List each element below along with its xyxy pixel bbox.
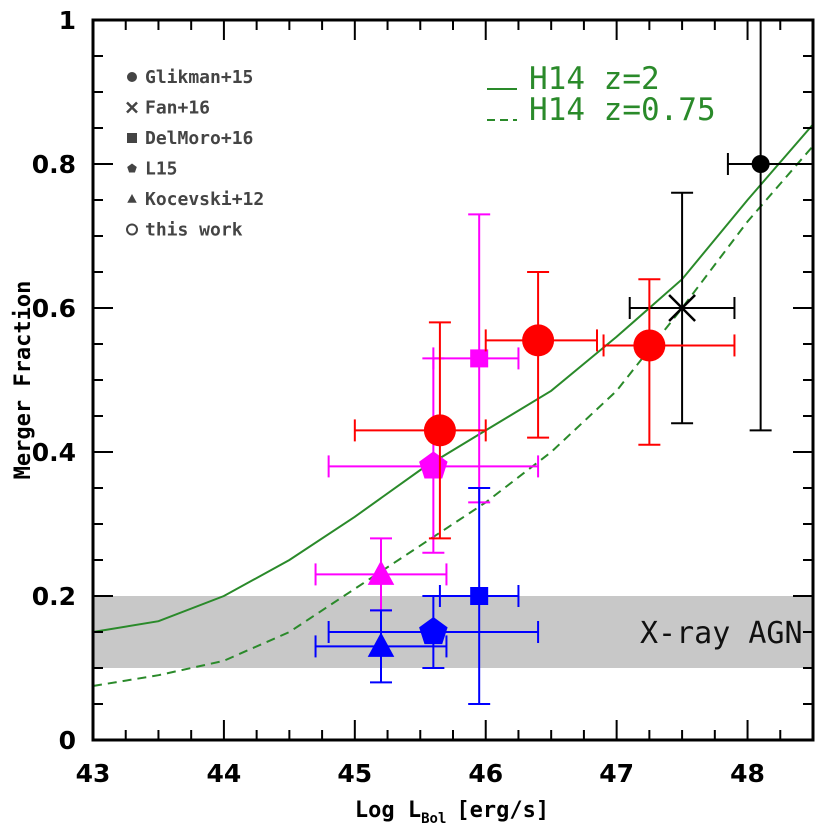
marker-square (470, 349, 489, 368)
labels-layer: X-ray AGN 43 44 45 46 47 48 0 0.2 0.4 0.6 0.8 1 Log L… (11, 6, 803, 827)
x-tick-label: 45 (337, 759, 372, 788)
model-curves-layer (92, 123, 814, 687)
x-tick-label: 44 (207, 759, 242, 788)
legend-marker-pentagon (127, 163, 137, 173)
x-axis-label-unit: [erg/s] (456, 798, 549, 823)
legend-marker-circle (127, 72, 137, 82)
legend-label: Kocevski+12 (145, 189, 264, 210)
data-point-l15 (327, 595, 540, 669)
data-point-kocevski-12 (314, 537, 448, 612)
y-tick-label: 0 (59, 726, 76, 755)
y-tick-label: 0.4 (32, 438, 76, 467)
marker-triangle (367, 632, 395, 657)
data-point-this-work (353, 321, 487, 540)
data-point-delmoro-16 (432, 213, 520, 504)
marker-big-circle (423, 414, 456, 447)
x-axis-label: Log LBol [erg/s] (355, 798, 549, 827)
data-point-delmoro-16 (438, 487, 520, 705)
marker-cross (668, 294, 696, 322)
legend-marker-triangle (127, 194, 137, 203)
data-point-l15 (327, 357, 540, 554)
marker-pentagon (419, 617, 448, 645)
marker-triangle (367, 560, 395, 585)
legend-label: this work (145, 220, 243, 241)
x-tick-label: 47 (599, 759, 634, 788)
legend-marker-open-circle (126, 223, 138, 236)
marker-big-circle (522, 324, 555, 357)
model-legend-label: H14 z=0.75 (529, 92, 716, 128)
legend-label: Fan+16 (145, 98, 210, 119)
y-tick-label: 0.2 (32, 582, 76, 611)
legend-marker-square (127, 133, 137, 143)
axes-layer (91, 18, 815, 742)
x-tick-label: 43 (76, 759, 111, 788)
data-point-fan-16 (628, 191, 736, 425)
x-axis-label-subscript: Bol (421, 811, 446, 827)
y-tick-label: 0.6 (32, 294, 76, 323)
y-tick-label: 0.8 (32, 150, 76, 179)
marker-circle (751, 155, 770, 173)
y-axis-label: Merger Fraction (11, 281, 36, 480)
x-axis-label-main: Log L (355, 798, 421, 823)
model-curve-h14-z2 (92, 123, 814, 633)
legend-marker-cross (126, 101, 138, 114)
marker-square (470, 587, 489, 605)
data-points-layer (314, 19, 814, 705)
data-point-this-work (602, 278, 736, 446)
data-point-kocevski-12 (314, 609, 448, 684)
legend-label: L15 (145, 159, 178, 180)
x-tick-label: 46 (468, 759, 503, 788)
data-point-this-work (484, 271, 598, 439)
legend-label: DelMoro+16 (145, 128, 253, 149)
model-legend-label: H14 z=2 (529, 61, 660, 97)
data-point-glikman-15 (726, 19, 814, 432)
x-tick-label: 48 (730, 759, 765, 788)
y-tick-label: 1 (59, 6, 76, 35)
marker-big-circle (633, 329, 666, 362)
x-ray-agn-label: X-ray AGN (640, 616, 803, 651)
model-curve-h14-z075 (92, 145, 814, 687)
legend-label: Glikman+15 (145, 67, 253, 88)
